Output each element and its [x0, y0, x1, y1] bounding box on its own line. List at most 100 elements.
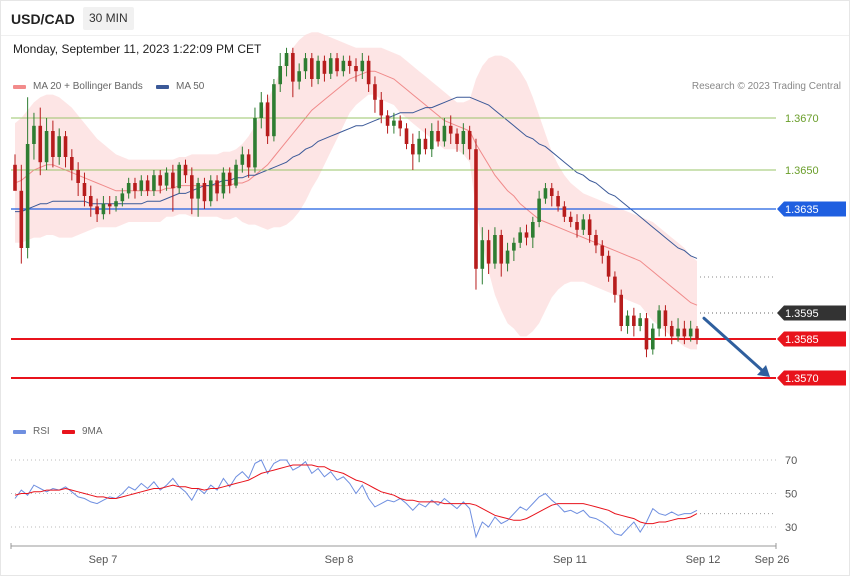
candle-body — [587, 219, 592, 235]
candle — [303, 53, 308, 79]
candle-body — [335, 58, 339, 72]
rsi-swatch-icon — [13, 429, 26, 434]
candle-body — [669, 326, 674, 337]
candle — [360, 53, 365, 79]
datetime-label: Monday, September 11, 2023 1:22:09 PM CE… — [13, 42, 262, 56]
candle — [467, 125, 472, 160]
candle-body — [316, 60, 320, 79]
candle — [25, 97, 30, 259]
header-bar — [1, 1, 849, 36]
candle — [51, 120, 55, 168]
rsi-tick-70: 70 — [785, 455, 797, 467]
candle — [177, 162, 181, 194]
timeframe-button[interactable]: 30 MIN — [83, 7, 134, 30]
candle-body — [101, 203, 106, 215]
candle-body — [19, 190, 24, 248]
candle-body — [366, 60, 371, 85]
candle-body — [183, 164, 188, 176]
candle-body — [44, 131, 49, 163]
candle-body — [341, 60, 346, 72]
level-tag-1.3570 — [777, 370, 846, 386]
candle-body — [202, 183, 207, 202]
candle — [133, 177, 137, 199]
candle — [126, 177, 131, 199]
candle-body — [57, 136, 62, 157]
candle — [215, 175, 219, 202]
candle — [171, 164, 175, 212]
candle — [234, 159, 238, 189]
candle-body — [328, 58, 333, 74]
candle-body — [164, 172, 169, 186]
candle — [474, 138, 478, 290]
rsi-tick-50: 50 — [785, 489, 797, 501]
candle-body — [240, 154, 245, 165]
candle-body — [537, 198, 541, 222]
candle — [316, 55, 320, 85]
candle-body — [613, 276, 617, 295]
candle — [486, 229, 491, 274]
level-label-1.3585: 1.3585 — [785, 334, 819, 346]
candle — [38, 107, 43, 176]
candle-body — [379, 99, 384, 116]
candle — [373, 76, 377, 113]
legend-ma20: MA 20 + Bollinger Bands — [13, 81, 143, 92]
candle-body — [562, 206, 567, 217]
candle-body — [51, 131, 55, 157]
candle — [531, 216, 535, 248]
candle-body — [95, 206, 99, 215]
candle-body — [196, 183, 200, 199]
x-tick-label: Sep 8 — [325, 554, 354, 566]
candle — [650, 323, 655, 355]
level-label-1.3635: 1.3635 — [785, 204, 819, 216]
candle — [638, 313, 642, 332]
candle-body — [385, 115, 390, 126]
candle — [575, 214, 579, 238]
legend-ma9: 9MA — [62, 426, 103, 437]
candle — [13, 154, 17, 191]
level-tag-1.3595 — [777, 305, 846, 321]
candle — [253, 107, 257, 173]
rsi-tick-30: 30 — [785, 522, 797, 534]
candle — [543, 183, 548, 204]
candle — [278, 53, 283, 92]
candle — [600, 240, 605, 264]
ma20-swatch-icon — [13, 84, 26, 89]
candle — [139, 175, 144, 196]
candle-body — [467, 131, 472, 150]
candle — [518, 227, 522, 248]
candle — [183, 159, 188, 183]
candle-body — [411, 144, 415, 155]
candle-body — [619, 294, 624, 326]
candle — [164, 167, 169, 191]
candle-body — [25, 144, 30, 248]
candle — [309, 53, 314, 87]
candle — [57, 128, 62, 165]
candle — [562, 201, 567, 222]
candle-body — [171, 172, 175, 189]
x-tick-label: Sep 7 — [89, 554, 118, 566]
candle-body — [145, 180, 150, 191]
candle — [493, 227, 497, 269]
candle-body — [480, 240, 485, 269]
candle-body — [309, 58, 314, 79]
candle — [291, 47, 295, 98]
candle — [190, 167, 194, 215]
ma50-swatch-icon — [156, 84, 169, 89]
candle-body — [581, 219, 586, 230]
legend-rsi-label: RSI — [33, 426, 50, 437]
candle — [411, 133, 415, 170]
candle-body — [505, 250, 510, 264]
candle — [297, 63, 301, 90]
candle — [265, 94, 270, 144]
x-tick-label: Sep 12 — [686, 554, 721, 566]
candle — [82, 172, 87, 207]
candle-body — [227, 172, 232, 186]
candle — [63, 131, 68, 168]
candle-body — [663, 310, 668, 326]
copyright-text: Research © 2023 Trading Central — [691, 81, 841, 92]
candle-body — [158, 175, 163, 186]
candle-body — [284, 53, 289, 66]
candle-body — [76, 170, 80, 183]
candle — [221, 167, 226, 199]
